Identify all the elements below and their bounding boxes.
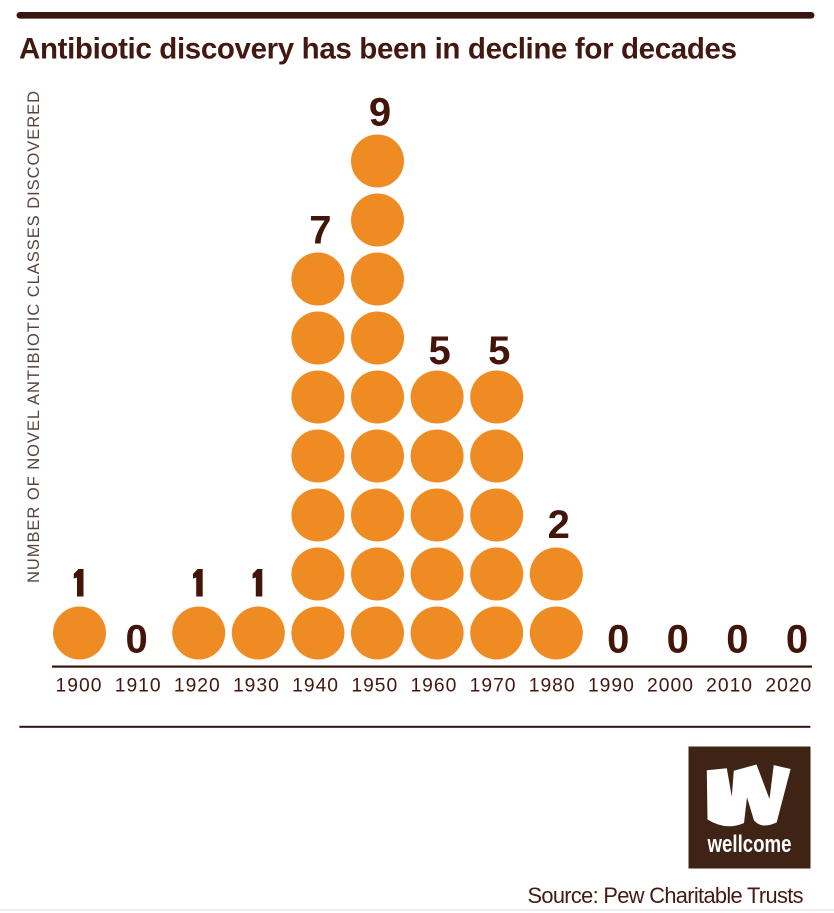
- svg-text:1960: 1960: [410, 675, 457, 696]
- svg-text:1920: 1920: [174, 675, 221, 696]
- svg-text:7: 7: [309, 209, 331, 253]
- svg-text:0: 0: [726, 618, 748, 662]
- svg-text:0: 0: [786, 618, 808, 662]
- svg-text:9: 9: [369, 91, 391, 135]
- svg-text:2000: 2000: [647, 675, 694, 696]
- svg-text:Antibiotic discovery has been: Antibiotic discovery has been in decline…: [19, 32, 737, 65]
- svg-text:1990: 1990: [588, 675, 635, 696]
- svg-text:0: 0: [607, 618, 629, 662]
- svg-text:1940: 1940: [292, 675, 339, 696]
- svg-text:5: 5: [428, 329, 450, 373]
- svg-text:wellcome: wellcome: [707, 831, 792, 858]
- svg-text:0: 0: [667, 618, 689, 662]
- svg-text:1910: 1910: [115, 675, 162, 696]
- svg-text:1980: 1980: [529, 675, 576, 696]
- svg-text:1900: 1900: [56, 675, 103, 696]
- svg-text:1970: 1970: [470, 675, 517, 696]
- svg-text:2: 2: [548, 503, 570, 547]
- svg-text:Source: Pew Charitable Trusts: Source: Pew Charitable Trusts: [528, 883, 804, 908]
- svg-text:1950: 1950: [351, 675, 398, 696]
- svg-text:1930: 1930: [233, 675, 280, 696]
- svg-text:NUMBER OF NOVEL ANTIBIOTIC CLA: NUMBER OF NOVEL ANTIBIOTIC CLASSES DISCO…: [25, 91, 43, 583]
- svg-text:2010: 2010: [706, 675, 753, 696]
- svg-text:2020: 2020: [765, 675, 812, 696]
- svg-text:0: 0: [125, 618, 147, 662]
- svg-text:5: 5: [488, 329, 510, 373]
